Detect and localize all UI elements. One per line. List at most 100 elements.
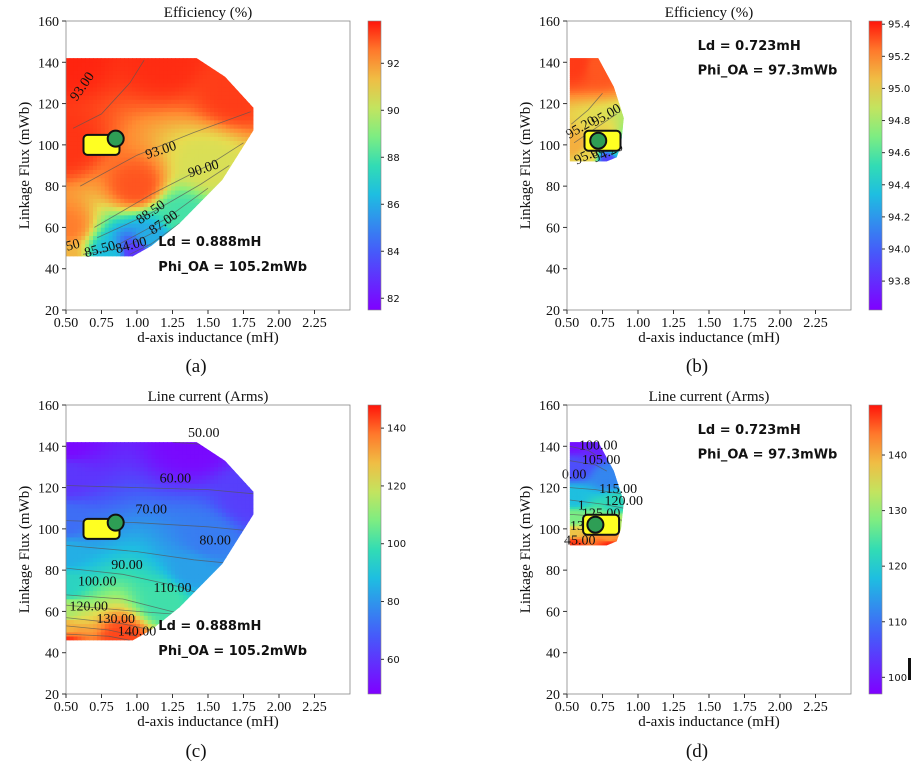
x-tick-label: 2.00	[267, 700, 292, 715]
x-tick-label: 0.75	[89, 700, 114, 715]
chart-title: Efficiency (%)	[164, 5, 252, 21]
colorbar-tick-label: 130	[888, 506, 907, 517]
chart-title: Efficiency (%)	[665, 5, 753, 21]
y-tick-label: 80	[45, 180, 59, 195]
contour-label: 120.00	[605, 494, 644, 509]
x-tick-label: 0.50	[555, 316, 580, 331]
y-tick-label: 140	[38, 440, 59, 455]
contour-line	[573, 113, 617, 144]
contour-line	[66, 545, 237, 565]
colorbar-tick-label: 94.6	[888, 148, 910, 159]
y-axis-label: Linkage Flux (mWb)	[17, 102, 33, 229]
x-tick-label: 1.75	[732, 700, 757, 715]
contour-label: 140.00	[118, 624, 157, 639]
plot-area	[567, 405, 851, 694]
y-tick-label: 160	[38, 399, 59, 414]
operating-point-dot	[106, 513, 125, 532]
x-tick-label: 1.00	[626, 700, 651, 715]
y-axis-label: Linkage Flux (mWb)	[17, 486, 33, 613]
x-tick-label: 2.25	[302, 700, 327, 715]
x-tick-label: 0.75	[590, 700, 615, 715]
operating-point-dot	[106, 129, 125, 148]
y-tick-label: 60	[45, 221, 59, 236]
x-tick-label: 2.25	[803, 700, 828, 715]
y-tick-label: 60	[546, 221, 560, 236]
x-tick-label: 2.00	[267, 316, 292, 331]
x-tick-label: 2.00	[768, 700, 793, 715]
x-tick-label: 1.75	[732, 316, 757, 331]
contour-label: 13	[570, 519, 584, 534]
phi-annotation: Phi_OA = 97.3mWb	[698, 448, 838, 463]
chart-title: Line current (Arms)	[148, 389, 269, 405]
x-axis-label: d-axis inductance (mH)	[638, 714, 780, 730]
colorbar-tick-label: 94.0	[888, 244, 910, 255]
contour-line	[115, 187, 209, 247]
contour-line	[66, 594, 180, 614]
contour-label: 115.00	[599, 482, 637, 497]
y-tick-label: 60	[546, 605, 560, 620]
contour-line	[72, 59, 145, 129]
contour-label: 50	[64, 237, 81, 255]
y-tick-label: 100	[38, 139, 59, 154]
x-axis-label: d-axis inductance (mH)	[137, 330, 279, 346]
colorbar-tick-label: 100	[888, 673, 907, 684]
x-tick-label: 0.75	[89, 316, 114, 331]
contour-lines	[72, 59, 251, 255]
contour-label: 100.00	[78, 575, 117, 590]
colorbar-tick-label: 95.4	[888, 20, 910, 31]
colorbar	[868, 404, 883, 695]
colorbar-tick-label: 95.2	[888, 52, 910, 63]
chart-panel-d: 100.00105.000.00115.00120.00125.0011310.…	[518, 389, 907, 762]
y-tick-label: 140	[38, 56, 59, 71]
colorbar-tick-label: 93.8	[888, 277, 910, 288]
panel-caption: (d)	[686, 741, 708, 762]
colorbar-tick-label: 80	[387, 597, 400, 608]
ld-annotation: Ld = 0.723mH	[698, 423, 801, 438]
y-tick-label: 40	[45, 647, 59, 662]
contour-label: 60.00	[160, 472, 192, 487]
colorbar-tick-label: 86	[387, 200, 400, 211]
colorbar-tick-label: 84	[387, 247, 400, 258]
colorbar-tick-label: 90	[387, 106, 400, 117]
chart-panel-a: 93.0093.0090.0088.5087.0085.5084.00500.5…	[17, 5, 400, 377]
phi-annotation: Phi_OA = 105.2mWb	[158, 260, 307, 275]
contour-label: 80.00	[199, 533, 231, 548]
colorbar-tick-label: 94.8	[888, 116, 910, 127]
x-tick-label: 0.75	[590, 316, 615, 331]
ld-annotation: Ld = 0.723mH	[698, 39, 801, 54]
chart-panel-c: 50.00 60.00 70.00 80.00 90.00 110.00 100.00 120…	[17, 389, 406, 762]
x-axis-label: d-axis inductance (mH)	[137, 714, 279, 730]
colorbar-tick-label: 60	[387, 655, 400, 666]
y-tick-label: 100	[539, 139, 560, 154]
x-tick-label: 0.50	[555, 700, 580, 715]
x-tick-label: 1.25	[160, 700, 185, 715]
phi-annotation: Phi_OA = 97.3mWb	[698, 64, 838, 79]
contour-line	[66, 633, 130, 641]
y-tick-label: 40	[546, 647, 560, 662]
y-tick-label: 40	[45, 263, 59, 278]
colorbar-tick-label: 82	[387, 294, 400, 305]
contour-label: 130.00	[96, 612, 135, 627]
x-tick-label: 1.25	[160, 316, 185, 331]
contour-label: 45.00	[564, 533, 596, 548]
y-tick-label: 120	[539, 482, 560, 497]
contour-label: 70.00	[135, 502, 167, 517]
x-tick-label: 1.00	[125, 700, 150, 715]
colorbar-tick-label: 92	[387, 59, 400, 70]
ld-annotation: Ld = 0.888mH	[158, 619, 261, 634]
x-tick-label: 1.25	[661, 316, 686, 331]
contour-label: 110.00	[154, 581, 192, 596]
y-tick-label: 20	[45, 688, 59, 703]
x-tick-label: 1.50	[196, 316, 221, 331]
x-tick-label: 1.25	[661, 700, 686, 715]
contour-line	[129, 222, 180, 255]
y-axis-label: Linkage Flux (mWb)	[518, 486, 534, 613]
y-tick-label: 160	[539, 399, 560, 414]
operating-point-dot	[586, 515, 605, 534]
contour-line	[66, 617, 152, 631]
colorbar	[367, 404, 382, 695]
contour-label: 1	[578, 498, 585, 513]
x-tick-label: 0.50	[54, 700, 79, 715]
